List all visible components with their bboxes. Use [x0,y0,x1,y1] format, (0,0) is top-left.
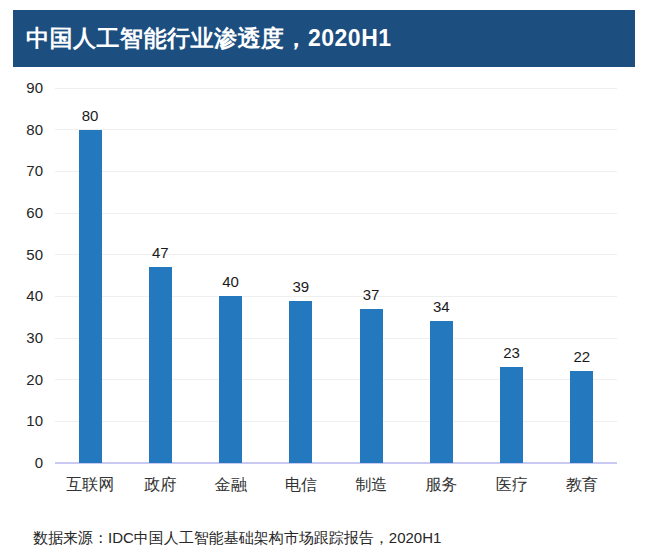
gridline-y80 [55,129,617,130]
gridline-y20 [55,379,617,380]
gridline-y70 [55,171,617,172]
value-label-教育: 22 [552,349,612,365]
source-note: 数据来源：IDC中国人工智能基础架构市场跟踪报告，2020H1 [33,529,441,548]
bar-政府 [149,267,172,463]
gridline-y10 [55,421,617,422]
value-label-互联网: 80 [60,108,120,124]
y-tick-label-90: 90 [0,80,43,96]
y-tick-label-40: 40 [0,288,43,304]
bar-服务 [430,321,453,463]
value-label-政府: 47 [130,245,190,261]
y-tick-label-10: 10 [0,413,43,429]
gridline-y60 [55,213,617,214]
plot-area: 0 10 20 30 40 50 60 70 80 90 80 47 40 39 37 34 23 22 互联网… [0,0,655,557]
y-tick-label-80: 80 [0,122,43,138]
bar-金融 [219,296,242,463]
bar-教育 [570,371,593,463]
gridline-y90 [55,88,617,89]
y-tick-label-70: 70 [0,163,43,179]
x-axis-line [55,462,617,464]
gridline-y40 [55,296,617,297]
value-label-制造: 37 [341,287,401,303]
bar-互联网 [79,130,102,463]
y-tick-label-0: 0 [0,455,43,471]
x-tick-label-电信: 电信 [266,476,336,494]
value-label-金融: 40 [201,274,261,290]
y-tick-label-30: 30 [0,330,43,346]
gridline-y30 [55,338,617,339]
x-tick-label-制造: 制造 [336,476,406,494]
x-tick-label-政府: 政府 [125,476,195,494]
y-tick-label-20: 20 [0,372,43,388]
y-tick-label-60: 60 [0,205,43,221]
x-tick-label-医疗: 医疗 [477,476,547,494]
x-tick-label-教育: 教育 [547,476,617,494]
value-label-医疗: 23 [482,345,542,361]
bar-制造 [360,309,383,463]
chart-page: 中国人工智能行业渗透度，2020H1 0102030405060708090 8… [0,0,655,557]
y-tick-label-50: 50 [0,247,43,263]
value-label-服务: 34 [411,299,471,315]
x-tick-label-互联网: 互联网 [55,476,125,494]
x-tick-label-服务: 服务 [406,476,476,494]
value-label-电信: 39 [271,279,331,295]
bar-医疗 [500,367,523,463]
bar-电信 [289,301,312,464]
x-tick-label-金融: 金融 [196,476,266,494]
